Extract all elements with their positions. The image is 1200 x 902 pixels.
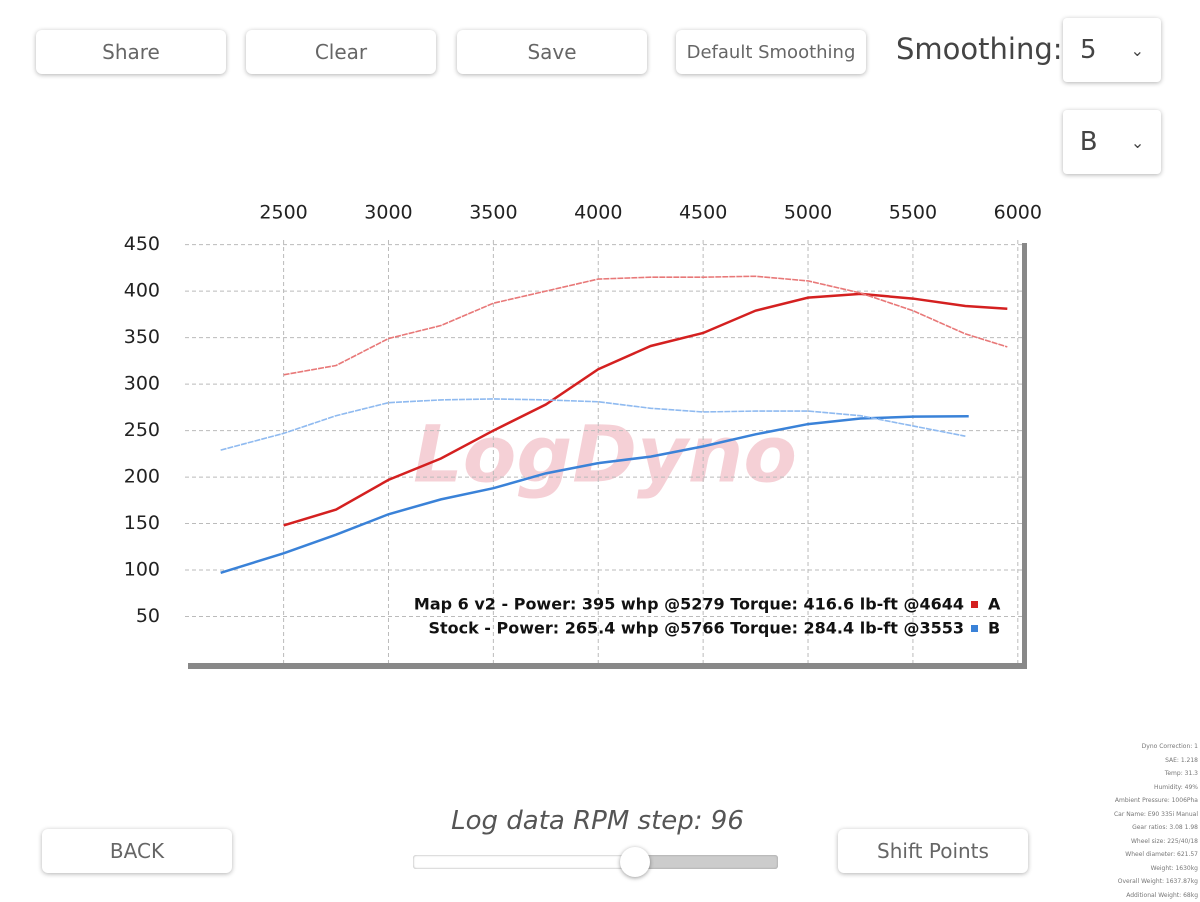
x-tick-label: 6000 bbox=[994, 202, 1042, 224]
x-tick-label: 3500 bbox=[469, 202, 517, 224]
annotation-swatch bbox=[971, 625, 978, 632]
slider-thumb[interactable] bbox=[620, 847, 650, 877]
info-line: Ambient Pressure: 1006Pha bbox=[1114, 794, 1198, 808]
y-tick-label: 250 bbox=[124, 419, 160, 441]
rpm-step-label: Log data RPM step: 96 bbox=[400, 806, 795, 836]
annotation-marker: B bbox=[988, 619, 1000, 638]
watermark: LogDyno bbox=[413, 410, 797, 500]
y-tick-label: 50 bbox=[136, 605, 160, 627]
info-line: Dyno Correction: 1 bbox=[1114, 740, 1198, 754]
x-tick-label: 2500 bbox=[259, 202, 307, 224]
info-line: Car Name: E90 335i Manual bbox=[1114, 808, 1198, 822]
annotation-marker: A bbox=[988, 595, 1001, 614]
back-button[interactable]: BACK bbox=[42, 829, 232, 873]
y-tick-label: 100 bbox=[124, 559, 160, 581]
annotation: Map 6 v2 - Power: 395 whp @5279 Torque: … bbox=[414, 595, 964, 614]
rpm-step-slider[interactable] bbox=[413, 855, 778, 869]
y-tick-label: 350 bbox=[124, 326, 160, 348]
y-tick-label: 200 bbox=[124, 466, 160, 488]
x-tick-label: 5500 bbox=[889, 202, 937, 224]
info-line: Wheel size: 225/40/18 bbox=[1114, 835, 1198, 849]
info-line: Overall Weight: 1637.87kg bbox=[1114, 875, 1198, 889]
x-tick-label: 3000 bbox=[364, 202, 412, 224]
annotation: Stock - Power: 265.4 whp @5766 Torque: 2… bbox=[428, 619, 964, 638]
annotation-swatch bbox=[971, 601, 978, 608]
info-line: Temp: 31.3 bbox=[1114, 767, 1198, 781]
y-tick-label: 400 bbox=[124, 280, 160, 302]
info-line: SAE: 1.218 bbox=[1114, 754, 1198, 768]
shift-points-button[interactable]: Shift Points bbox=[838, 829, 1028, 873]
x-tick-label: 5000 bbox=[784, 202, 832, 224]
info-line: Weight: 1630kg bbox=[1114, 862, 1198, 876]
x-tick-label: 4500 bbox=[679, 202, 727, 224]
y-tick-label: 450 bbox=[124, 233, 160, 255]
dyno-chart: LogDyno 2500 3000 3500 4000 4500 5000 5500 6000 5… bbox=[0, 0, 1200, 700]
info-line: Gear ratios: 3.08 1.98 bbox=[1114, 821, 1198, 835]
y-tick-label: 300 bbox=[124, 373, 160, 395]
info-line: Humidity: 49% bbox=[1114, 781, 1198, 795]
x-tick-label: 4000 bbox=[574, 202, 622, 224]
y-tick-label: 150 bbox=[124, 512, 160, 534]
info-line: Wheel diameter: 621.57 bbox=[1114, 848, 1198, 862]
